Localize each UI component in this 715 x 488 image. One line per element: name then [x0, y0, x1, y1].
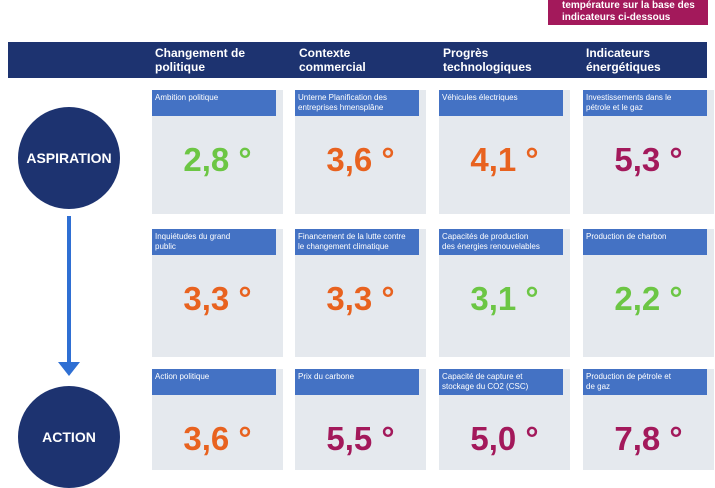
indicator-panel: Financement de la lutte contre le changem…: [295, 229, 426, 357]
temperature-value: 5,5 °: [326, 420, 395, 457]
temperature-value: 2,2 °: [614, 280, 683, 317]
temperature-value: 4,1 °: [470, 141, 539, 178]
indicator-label: Inquiétudes du grand public: [152, 229, 276, 255]
column-header-policy: Changement de politique: [155, 46, 246, 74]
indicator-label: Véhicules électriques: [439, 90, 563, 116]
top-note-badge: température sur la base des indicateurs …: [548, 0, 708, 25]
indicator-label: Financement de la lutte contre le changem…: [295, 229, 419, 255]
indicator-label: Capacités de production des énergies reno…: [439, 229, 563, 255]
temperature-value: 3,3 °: [326, 280, 395, 317]
indicator-panel: Véhicules électriques 4,1 °: [439, 90, 570, 214]
temperature-value: 7,8 °: [614, 420, 683, 457]
indicator-panel: Capacités de production des énergies reno…: [439, 229, 570, 357]
column-header-technology: Progrès technologiques: [443, 46, 532, 74]
indicator-panel: Investissements dans le pétrole et le gaz…: [583, 90, 714, 214]
column-header-bar: [8, 42, 707, 78]
indicator-label: Unterne Planification des entreprises hme…: [295, 90, 419, 116]
indicator-label: Ambition politique: [152, 90, 276, 116]
indicator-label: Capacité de capture et stockage du CO2 (C…: [439, 369, 563, 395]
temperature-value: 5,3 °: [614, 141, 683, 178]
indicator-label: Prix du carbone: [295, 369, 419, 395]
action-circle: ACTION: [18, 386, 120, 488]
indicator-panel: Inquiétudes du grand public 3,3 °: [152, 229, 283, 357]
indicator-panel: Prix du carbone 5,5 °: [295, 369, 426, 470]
indicator-panel: Unterne Planification des entreprises hme…: [295, 90, 426, 214]
temperature-value: 3,6 °: [326, 141, 395, 178]
top-note-line-2: indicateurs ci-dessous: [562, 12, 671, 23]
indicator-panel: Ambition politique 2,8 °: [152, 90, 283, 214]
temperature-value: 3,1 °: [470, 280, 539, 317]
indicator-label: Production de pétrole et de gaz: [583, 369, 707, 395]
top-note-line-1: température sur la base des: [562, 0, 695, 11]
arrow-shaft: [67, 216, 71, 364]
column-header-business: Contexte commercial: [299, 46, 366, 74]
aspiration-circle: ASPIRATION: [18, 107, 120, 209]
indicator-panel: Production de pétrole et de gaz 7,8 °: [583, 369, 714, 470]
aspiration-label: ASPIRATION: [26, 150, 112, 166]
column-header-energy: Indicateurs énergétiques: [586, 46, 661, 74]
action-label: ACTION: [42, 429, 96, 445]
arrow-down-icon: [58, 362, 80, 376]
indicator-panel: Production de charbon 2,2 °: [583, 229, 714, 357]
indicator-panel: Action politique 3,6 °: [152, 369, 283, 470]
temperature-value: 2,8 °: [183, 141, 252, 178]
indicator-label: Production de charbon: [583, 229, 707, 255]
indicator-label: Action politique: [152, 369, 276, 395]
indicator-panel: Capacité de capture et stockage du CO2 (C…: [439, 369, 570, 470]
temperature-value: 5,0 °: [470, 420, 539, 457]
temperature-value: 3,6 °: [183, 420, 252, 457]
temperature-value: 3,3 °: [183, 280, 252, 317]
indicator-label: Investissements dans le pétrole et le gaz: [583, 90, 707, 116]
